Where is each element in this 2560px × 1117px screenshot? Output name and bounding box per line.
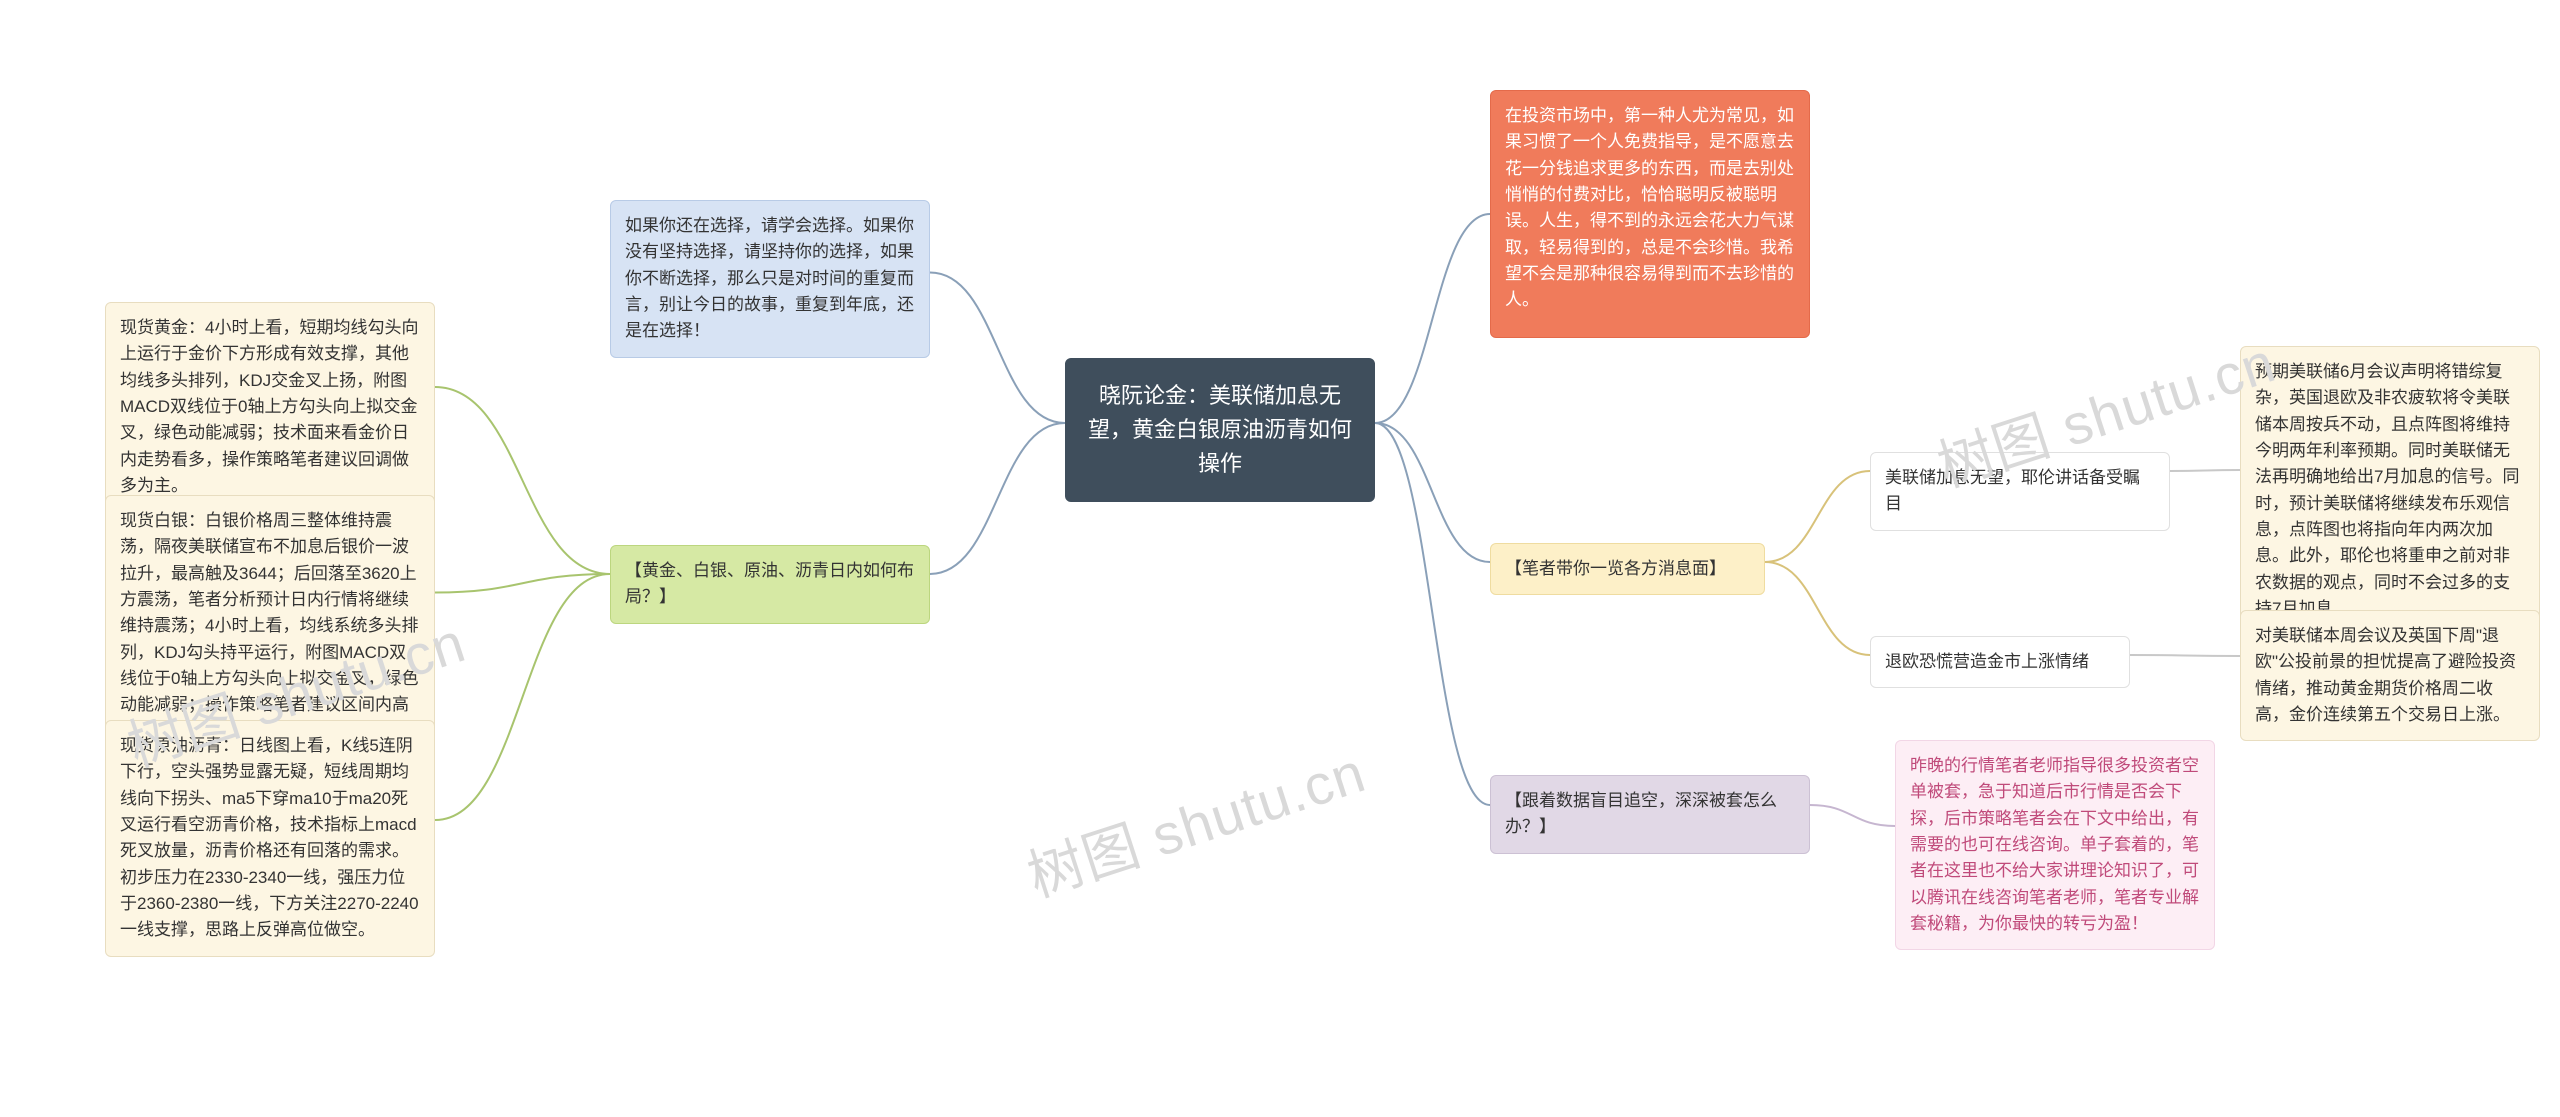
node-stuck[interactable]: 【跟着数据盲目追空，深深被套怎么办？】 (1490, 775, 1810, 854)
edge-stuck-stuck_detail (1810, 805, 1895, 826)
mindmap-stage: 晓阮论金：美联储加息无望，黄金白银原油沥青如何操作如果你还在选择，请学会选择。如… (0, 0, 2560, 1117)
edge-layout-gold (435, 387, 610, 574)
node-layout[interactable]: 【黄金、白银、原油、沥青日内如何布局？】 (610, 545, 930, 624)
node-silver[interactable]: 现货白银：白银价格周三整体维持震荡，隔夜美联储宣布不加息后银价一波拉升，最高触及… (105, 495, 435, 758)
watermark: 树图 shutu.cn (1016, 728, 1374, 913)
edge-root-news (1375, 423, 1490, 562)
edge-layout-asphalt (435, 574, 610, 820)
edge-news-brexit (1765, 562, 1870, 655)
node-fed[interactable]: 美联储加息无望，耶伦讲话备受瞩目 (1870, 452, 2170, 531)
edge-root-choice (930, 273, 1065, 424)
edge-root-invest (1375, 214, 1490, 423)
node-choice[interactable]: 如果你还在选择，请学会选择。如果你没有坚持选择，请坚持你的选择，如果你不断选择，… (610, 200, 930, 358)
node-brexit_detail[interactable]: 对美联储本周会议及英国下周"退欧"公投前景的担忧提高了避险投资情绪，推动黄金期货… (2240, 610, 2540, 741)
node-news[interactable]: 【笔者带你一览各方消息面】 (1490, 543, 1765, 595)
node-invest[interactable]: 在投资市场中，第一种人尤为常见，如果习惯了一个人免费指导，是不愿意去花一分钱追求… (1490, 90, 1810, 338)
edge-brexit-brexit_detail (2130, 655, 2240, 656)
edge-news-fed (1765, 471, 1870, 562)
edge-layout-silver (435, 574, 610, 593)
node-asphalt[interactable]: 现货原油沥青：日线图上看，K线5连阴下行，空头强势显露无疑，短线周期均线向下拐头… (105, 720, 435, 957)
edge-root-layout (930, 423, 1065, 574)
node-brexit[interactable]: 退欧恐慌营造金市上涨情绪 (1870, 636, 2130, 688)
node-stuck_detail[interactable]: 昨晚的行情笔者老师指导很多投资者空单被套，急于知道后市行情是否会下探，后市策略笔… (1895, 740, 2215, 950)
node-gold[interactable]: 现货黄金：4小时上看，短期均线勾头向上运行于金价下方形成有效支撑，其他均线多头排… (105, 302, 435, 512)
edge-fed-fed_detail (2170, 470, 2240, 471)
node-root[interactable]: 晓阮论金：美联储加息无望，黄金白银原油沥青如何操作 (1065, 358, 1375, 502)
edge-root-stuck (1375, 423, 1490, 805)
node-fed_detail[interactable]: 预期美联储6月会议声明将错综复杂，英国退欧及非农疲软将令美联储本周按兵不动，且点… (2240, 346, 2540, 635)
